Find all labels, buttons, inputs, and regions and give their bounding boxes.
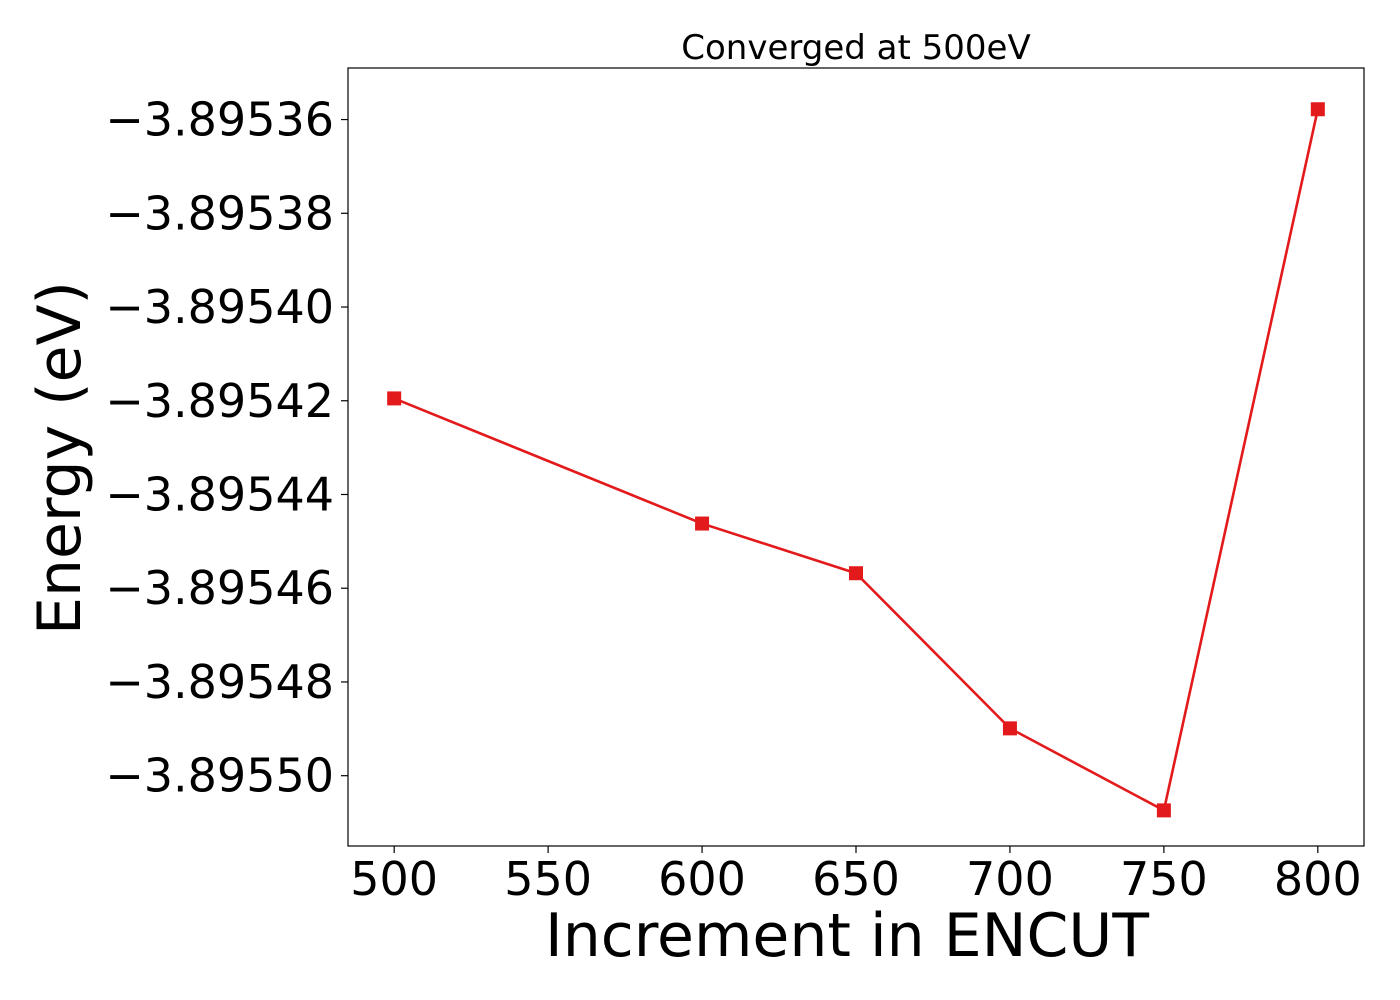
x-tick-label: 800 xyxy=(1274,852,1362,906)
y-tick-label: −3.89540 xyxy=(105,280,334,334)
plot-area-frame xyxy=(347,67,1365,847)
data-series xyxy=(387,102,1325,818)
x-tick-label: 750 xyxy=(1120,852,1208,906)
data-point-marker xyxy=(387,391,402,406)
y-tick-label: −3.89542 xyxy=(105,374,334,428)
y-tick-label: −3.89548 xyxy=(105,655,334,709)
y-tick-label: −3.89546 xyxy=(105,561,334,615)
x-tick-label: 650 xyxy=(812,852,900,906)
series-line xyxy=(393,108,1320,812)
y-axis-title: Energy (eV) xyxy=(25,281,95,635)
y-tick-label: −3.89536 xyxy=(105,93,334,147)
x-tick-label: 600 xyxy=(658,852,746,906)
x-tick-label: 500 xyxy=(350,852,438,906)
data-point-marker xyxy=(1002,721,1017,736)
data-point-marker xyxy=(849,566,863,581)
x-tick-label: 700 xyxy=(966,852,1054,906)
x-axis-title: Increment in ENCUT xyxy=(545,901,1149,971)
data-point-marker xyxy=(1156,803,1171,818)
y-tick-label: −3.89544 xyxy=(105,467,334,521)
x-tick-label: 550 xyxy=(504,852,592,906)
y-tick-label: −3.89538 xyxy=(105,186,334,240)
x-axis-ticks: 500 550 600 650 700 750 800 xyxy=(350,846,1362,906)
data-point-marker xyxy=(695,516,710,531)
data-point-marker xyxy=(1310,102,1325,117)
y-axis-ticks: −3.89536 −3.89538 −3.89540 −3.89542 −3.89544… xyxy=(105,93,348,803)
y-tick-label: −3.89550 xyxy=(105,749,334,803)
chart-title: Converged at 500eV xyxy=(681,28,1030,68)
